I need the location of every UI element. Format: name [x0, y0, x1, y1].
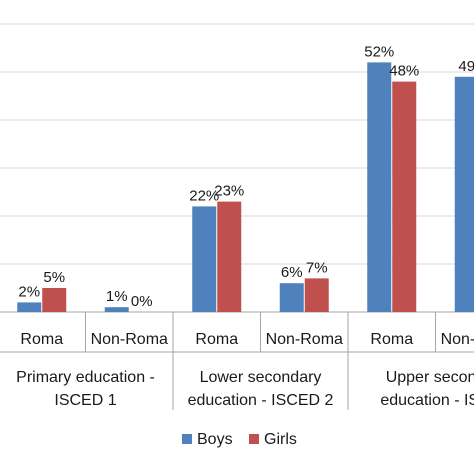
data-label: 7%: [306, 259, 328, 276]
category-label: Non-Roma: [441, 331, 474, 348]
data-label: 22%: [189, 187, 219, 204]
data-label: 5%: [43, 269, 65, 286]
bar-boys: [192, 206, 217, 312]
bar-boys: [367, 62, 392, 313]
group-label: Primary education -: [16, 369, 155, 386]
legend-swatch-girls: [249, 434, 259, 444]
bar-boys: [104, 307, 129, 312]
legend-swatch-boys: [182, 434, 192, 444]
data-label: 1%: [106, 288, 128, 305]
data-label: 0%: [131, 293, 153, 310]
group-label: ISCED 1: [54, 392, 116, 409]
data-label: 52%: [364, 43, 394, 60]
bar-boys: [17, 302, 42, 312]
data-label: 6%: [281, 264, 303, 281]
data-label: 48%: [389, 63, 419, 80]
group-label: education - ISC: [380, 392, 474, 409]
bar-girls: [217, 201, 242, 312]
category-label: Roma: [195, 331, 238, 348]
group-label: Upper second: [386, 369, 474, 386]
data-label: 2%: [18, 283, 40, 300]
data-label: 49: [458, 58, 474, 75]
bar-boys: [279, 283, 304, 312]
group-label: Lower secondary: [200, 369, 322, 386]
bar-girls: [392, 81, 417, 312]
bar-boys: [454, 76, 474, 312]
data-label: 23%: [214, 183, 244, 200]
category-label: Non-Roma: [91, 331, 168, 348]
category-label: Non-Roma: [266, 331, 343, 348]
group-label: education - ISCED 2: [188, 392, 334, 409]
category-label: Roma: [370, 331, 413, 348]
legend-label-girls: Girls: [264, 431, 297, 448]
category-label: Roma: [20, 331, 63, 348]
bar-girls: [42, 288, 67, 312]
bar-girls: [304, 278, 329, 312]
legend-label-boys: Boys: [197, 431, 233, 448]
